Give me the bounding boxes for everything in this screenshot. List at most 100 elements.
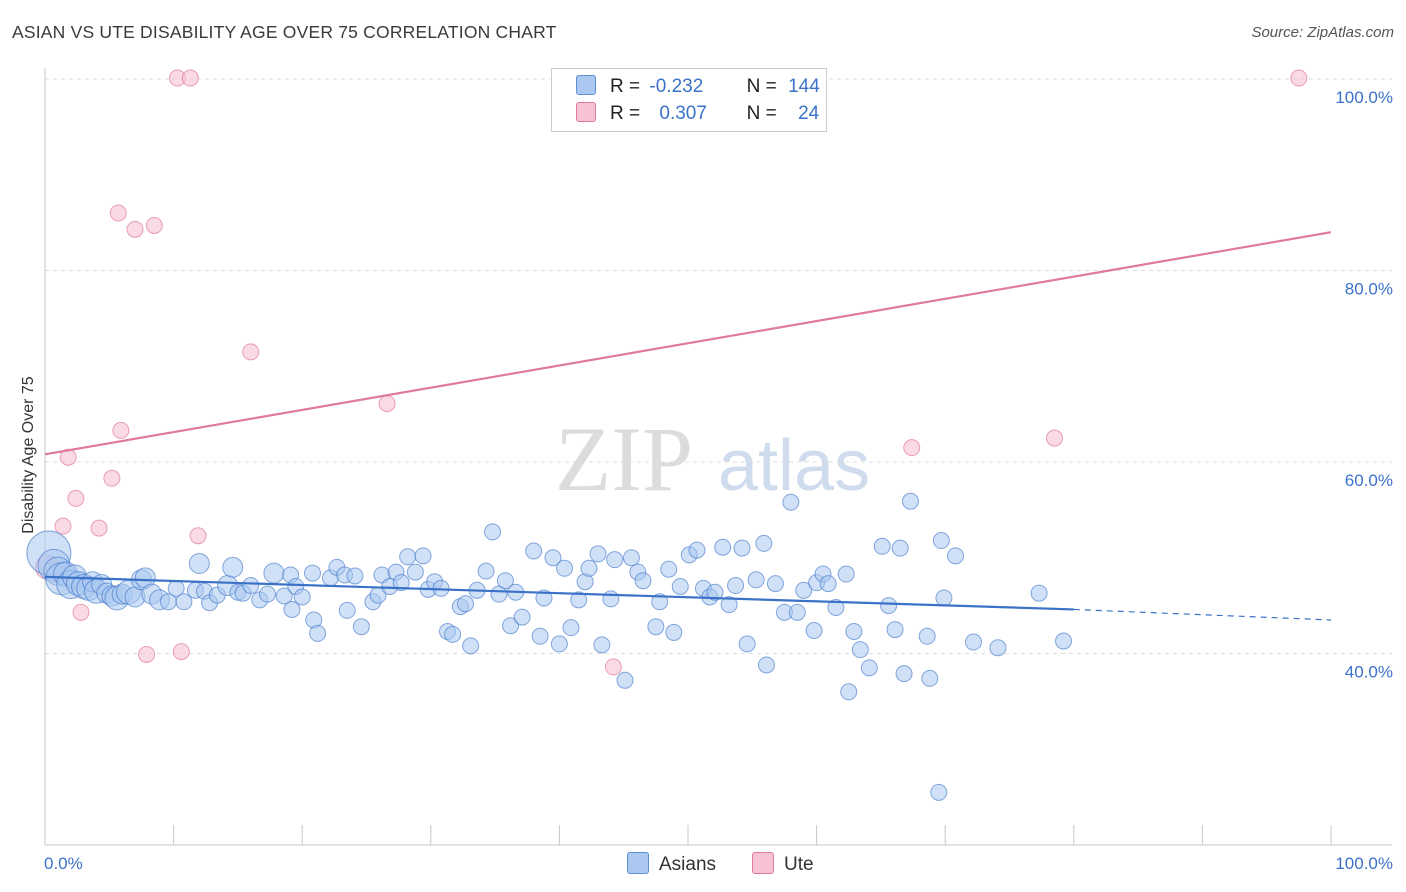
asian-point <box>827 599 845 617</box>
asian-point <box>720 596 738 614</box>
asian-point <box>795 581 813 599</box>
asian-point <box>399 548 417 566</box>
ute-point <box>59 448 77 466</box>
asian-point <box>175 593 193 611</box>
asian-point <box>570 591 588 609</box>
ute-point <box>903 439 921 457</box>
ute-point <box>72 603 90 621</box>
asian-point <box>338 601 356 619</box>
ute-point <box>242 343 260 361</box>
asian-point <box>706 583 724 601</box>
asian-point <box>964 633 982 651</box>
ute-point <box>604 658 622 676</box>
asians-trend-line <box>44 575 1074 611</box>
asian-point <box>496 572 514 590</box>
asian-point <box>851 641 869 659</box>
ute-point <box>109 204 127 222</box>
legend-row-ute: R = 0.307 N = 24 <box>576 102 819 126</box>
trend-lines <box>44 231 1332 621</box>
asian-point <box>665 623 683 641</box>
asian-point <box>935 589 953 607</box>
bottom-legend-ute: Ute <box>752 852 814 876</box>
asian-point <box>837 565 855 583</box>
asian-point <box>457 595 475 613</box>
asian-point <box>544 549 562 567</box>
asian-point <box>462 637 480 655</box>
legend-r-label: R = <box>610 76 641 97</box>
asian-point <box>556 559 574 577</box>
asian-point <box>733 539 751 557</box>
legend-swatch-ute <box>576 102 596 122</box>
asian-point <box>392 574 410 592</box>
ute-point <box>189 527 207 545</box>
asian-point <box>901 492 919 510</box>
asians-trend-extension <box>1073 608 1332 621</box>
asian-point <box>414 547 432 565</box>
asian-point <box>921 669 939 687</box>
asian-point <box>283 600 301 618</box>
legend-n-value-ute: 24 <box>798 103 820 124</box>
ute-point <box>145 216 163 234</box>
asian-point <box>484 523 502 541</box>
legend-row-asians: R = -0.232 N = 144 <box>576 75 820 99</box>
asian-point <box>1055 632 1073 650</box>
asian-point <box>444 625 462 643</box>
asian-point <box>845 622 863 640</box>
x-tick-label: 100.0% <box>1335 854 1393 873</box>
asian-point <box>602 590 620 608</box>
asian-point <box>930 783 948 801</box>
legend-r-label: R = <box>610 103 641 124</box>
asian-point <box>989 639 1007 657</box>
asian-point <box>502 617 520 635</box>
asian-point <box>622 549 640 567</box>
asian-point <box>840 683 858 701</box>
asian-point <box>932 532 950 550</box>
asian-point <box>593 636 611 654</box>
asian-point <box>263 562 285 584</box>
y-tick-label: 40.0% <box>1345 663 1393 682</box>
x-tick-label: 0.0% <box>44 854 83 873</box>
asian-point <box>671 577 689 595</box>
legend-n-label: N = <box>746 103 777 124</box>
asian-point <box>589 545 607 563</box>
ute-point <box>112 421 130 439</box>
asian-point <box>535 589 553 607</box>
asian-point <box>860 659 878 677</box>
asian-point <box>788 603 806 621</box>
chart-title: ASIAN VS UTE DISABILITY AGE OVER 75 CORR… <box>12 22 557 42</box>
source-label: Source: ZipAtlas.com <box>1251 24 1394 41</box>
asian-point <box>918 627 936 645</box>
asian-point <box>946 547 964 565</box>
y-tick-label: 60.0% <box>1345 471 1393 490</box>
legend: R = -0.232 N = 144 R = 0.307 N = 24 <box>551 68 827 132</box>
asian-point <box>303 564 321 582</box>
asian-point <box>886 621 904 639</box>
asian-point <box>755 534 773 552</box>
axes <box>44 68 1392 846</box>
bottom-legend-label-asians: Asians <box>659 854 717 875</box>
asian-point <box>1030 584 1048 602</box>
ute-point <box>1046 429 1064 447</box>
asian-point <box>873 537 891 555</box>
asian-point <box>406 563 424 581</box>
legend-n-value-asians: 144 <box>788 76 820 97</box>
asian-point <box>346 567 364 585</box>
asian-point <box>531 627 549 645</box>
asian-point <box>562 619 580 637</box>
ute-point <box>54 517 72 535</box>
asian-point <box>477 562 495 580</box>
ute-point <box>138 645 156 663</box>
asian-point <box>766 575 784 593</box>
asian-point <box>891 539 909 557</box>
asian-point <box>309 624 327 642</box>
y-axis-label: Disability Age Over 75 <box>20 376 37 534</box>
asian-point <box>242 577 260 595</box>
asian-point <box>634 572 652 590</box>
asian-point <box>525 542 543 560</box>
asian-point <box>714 538 732 556</box>
legend-n-label: N = <box>746 76 777 97</box>
watermark-atlas: atlas <box>718 426 870 506</box>
asian-point <box>782 493 800 511</box>
asian-point <box>651 593 669 611</box>
